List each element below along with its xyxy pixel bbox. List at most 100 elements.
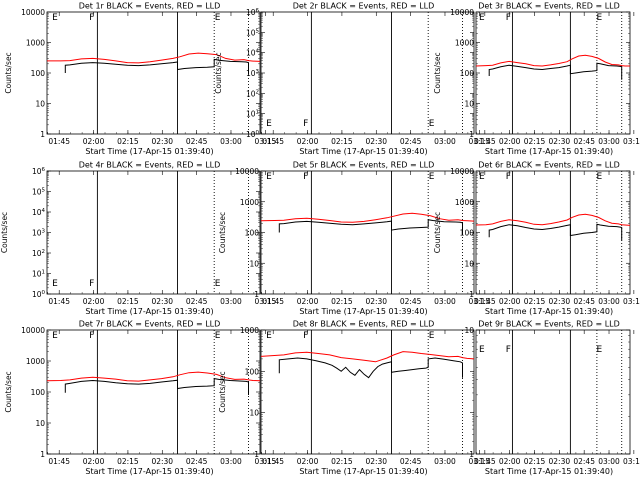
x-tick-label-5-6: 03:15 bbox=[469, 297, 491, 306]
x-tick-label-4-2: 02:15 bbox=[117, 297, 139, 306]
y-tick-label-2-3: 103 bbox=[246, 69, 260, 78]
series-line-8-black bbox=[278, 357, 463, 379]
chart-title-1: Det 1r BLACK = Events, RED = LLD bbox=[79, 2, 221, 11]
x-axis-label-8: Start Time (17-Apr-15 01:39:40) bbox=[299, 467, 427, 476]
flag-label-3-2: E bbox=[597, 13, 603, 23]
chart-title-3: Det 3r BLACK = Events, RED = LLD bbox=[478, 2, 620, 11]
y-axis-label-3: Counts/sec bbox=[433, 52, 442, 93]
x-tick-label-3-2: 02:15 bbox=[524, 137, 546, 146]
y-tick-label-4-4: 104 bbox=[32, 208, 46, 217]
y-tick-label-6-4: 10000 bbox=[450, 167, 474, 176]
chart-title-4: Det 4r BLACK = Events, RED = LLD bbox=[79, 161, 221, 170]
y-tick-label-7-4: 10000 bbox=[21, 326, 45, 335]
flag-label-2-0: E bbox=[266, 119, 272, 129]
y-axis-label-5: Counts/sec bbox=[218, 212, 227, 253]
x-tick-label-6-0: 01:45 bbox=[474, 297, 496, 306]
flag-label-1-1: F bbox=[89, 13, 94, 23]
chart-panel-8: Det 8r BLACK = Events, RED = LLD 01:45 02:… bbox=[218, 320, 490, 477]
chart-title-6: Det 6r BLACK = Events, RED = LLD bbox=[478, 161, 620, 170]
y-tick-label-5-2: 100 bbox=[245, 229, 260, 238]
chart-panel-7: Det 7r BLACK = Events, RED = LLD 01:45 02:… bbox=[4, 320, 276, 477]
x-tick-label-4-1: 02:00 bbox=[83, 297, 105, 306]
flag-label-8-1: F bbox=[303, 331, 308, 341]
y-tick-label-1-1: 10 bbox=[35, 100, 45, 109]
y-tick-label-6-2: 100 bbox=[460, 229, 475, 238]
x-tick-label-3-0: 01:45 bbox=[474, 137, 496, 146]
y-tick-label-7-2: 100 bbox=[31, 388, 46, 397]
x-tick-label-3-3: 02:30 bbox=[549, 137, 571, 146]
x-tick-label-7-3: 02:30 bbox=[151, 457, 173, 466]
x-tick-label-9-0: 01:45 bbox=[474, 457, 496, 466]
plot-frame-2 bbox=[260, 11, 475, 135]
y-tick-label-5-1: 10 bbox=[249, 259, 259, 268]
x-tick-label-6-2: 02:15 bbox=[524, 297, 546, 306]
x-tick-label-1-3: 02:30 bbox=[151, 137, 173, 146]
plot-frame-4 bbox=[46, 170, 261, 295]
x-tick-label-2-5: 03:00 bbox=[434, 137, 456, 146]
x-tick-label-1-1: 02:00 bbox=[83, 137, 105, 146]
y-axis-label-6: Counts/sec bbox=[433, 212, 442, 253]
series-line-5-red bbox=[260, 212, 475, 223]
y-tick-label-8-2: 100 bbox=[245, 367, 260, 376]
x-tick-label-6-4: 02:45 bbox=[573, 297, 595, 306]
y-tick-label-8-0: 1 bbox=[254, 450, 259, 459]
x-tick-label-4-6: 03:15 bbox=[255, 297, 277, 306]
flag-label-8-0: E bbox=[266, 331, 272, 341]
chart-title-9: Det 9r BLACK = Events, RED = LLD bbox=[478, 320, 620, 329]
y-tick-label-9-0: 1 bbox=[469, 450, 474, 459]
x-tick-label-2-4: 02:45 bbox=[400, 137, 422, 146]
x-tick-label-8-1: 02:00 bbox=[297, 457, 319, 466]
flag-label-1-0: E bbox=[52, 13, 58, 23]
x-tick-label-8-3: 02:30 bbox=[365, 457, 387, 466]
x-tick-label-9-6: 03:15 bbox=[623, 457, 640, 466]
chart-panel-6: Det 6r BLACK = Events, RED = LLD 01:45 02:… bbox=[433, 161, 640, 317]
series-line-5-black bbox=[278, 219, 463, 235]
x-axis-label-6: Start Time (17-Apr-15 01:39:40) bbox=[485, 307, 613, 316]
y-tick-label-2-1: 101 bbox=[246, 110, 259, 119]
y-axis-label-1: Counts/sec bbox=[4, 52, 13, 93]
y-tick-label-8-1: 10 bbox=[249, 409, 259, 418]
chart-panel-1: Det 1r BLACK = Events, RED = LLD 01:45 02:… bbox=[4, 2, 276, 157]
chart-panel-4: Det 4r BLACK = Events, RED = LLD 01:45 02:… bbox=[0, 161, 276, 317]
plot-frame-3 bbox=[475, 11, 631, 135]
flag-label-9-0: E bbox=[479, 345, 485, 355]
y-axis-label-8: Counts/sec bbox=[218, 371, 227, 412]
x-tick-label-5-2: 02:15 bbox=[331, 297, 353, 306]
x-tick-label-1-5: 03:00 bbox=[220, 137, 242, 146]
y-tick-label-1-0: 1 bbox=[40, 130, 45, 139]
x-tick-label-9-5: 03:00 bbox=[598, 457, 620, 466]
series-line-6-red bbox=[475, 213, 631, 226]
chart-title-7: Det 7r BLACK = Events, RED = LLD bbox=[79, 320, 221, 329]
x-tick-label-3-1: 02:00 bbox=[499, 137, 521, 146]
x-tick-label-4-0: 01:45 bbox=[48, 297, 70, 306]
y-tick-label-5-4: 10000 bbox=[235, 167, 259, 176]
y-axis-label-4: Counts/sec bbox=[0, 212, 9, 253]
x-tick-label-3-6: 03:15 bbox=[623, 137, 640, 146]
y-tick-label-7-3: 1000 bbox=[26, 357, 45, 366]
chart-title-2: Det 2r BLACK = Events, RED = LLD bbox=[293, 2, 435, 11]
x-tick-label-3-4: 02:45 bbox=[573, 137, 595, 146]
x-tick-label-5-4: 02:45 bbox=[400, 297, 422, 306]
series-line-3-black bbox=[488, 62, 623, 80]
flag-label-6-1: F bbox=[506, 172, 511, 182]
flag-label-5-0: E bbox=[266, 172, 272, 182]
x-axis-label-7: Start Time (17-Apr-15 01:39:40) bbox=[85, 467, 213, 476]
y-tick-label-1-2: 100 bbox=[31, 69, 46, 78]
x-tick-label-9-1: 02:00 bbox=[499, 457, 521, 466]
y-tick-label-9-1: 10 bbox=[464, 326, 474, 335]
x-axis-label-4: Start Time (17-Apr-15 01:39:40) bbox=[85, 307, 213, 316]
x-tick-label-2-0: 01:45 bbox=[262, 137, 284, 146]
x-tick-label-3-5: 03:00 bbox=[598, 137, 620, 146]
x-tick-label-2-6: 03:15 bbox=[469, 137, 491, 146]
x-tick-label-1-4: 02:45 bbox=[186, 137, 208, 146]
y-tick-label-3-1: 10 bbox=[464, 100, 474, 109]
x-tick-label-9-4: 02:45 bbox=[573, 457, 595, 466]
x-tick-label-1-6: 03:15 bbox=[255, 137, 277, 146]
y-tick-label-4-0: 100 bbox=[32, 290, 46, 299]
flag-label-9-1: F bbox=[506, 345, 511, 355]
x-tick-label-7-1: 02:00 bbox=[83, 457, 105, 466]
x-tick-label-1-2: 02:15 bbox=[117, 137, 139, 146]
x-tick-label-5-0: 01:45 bbox=[262, 297, 284, 306]
